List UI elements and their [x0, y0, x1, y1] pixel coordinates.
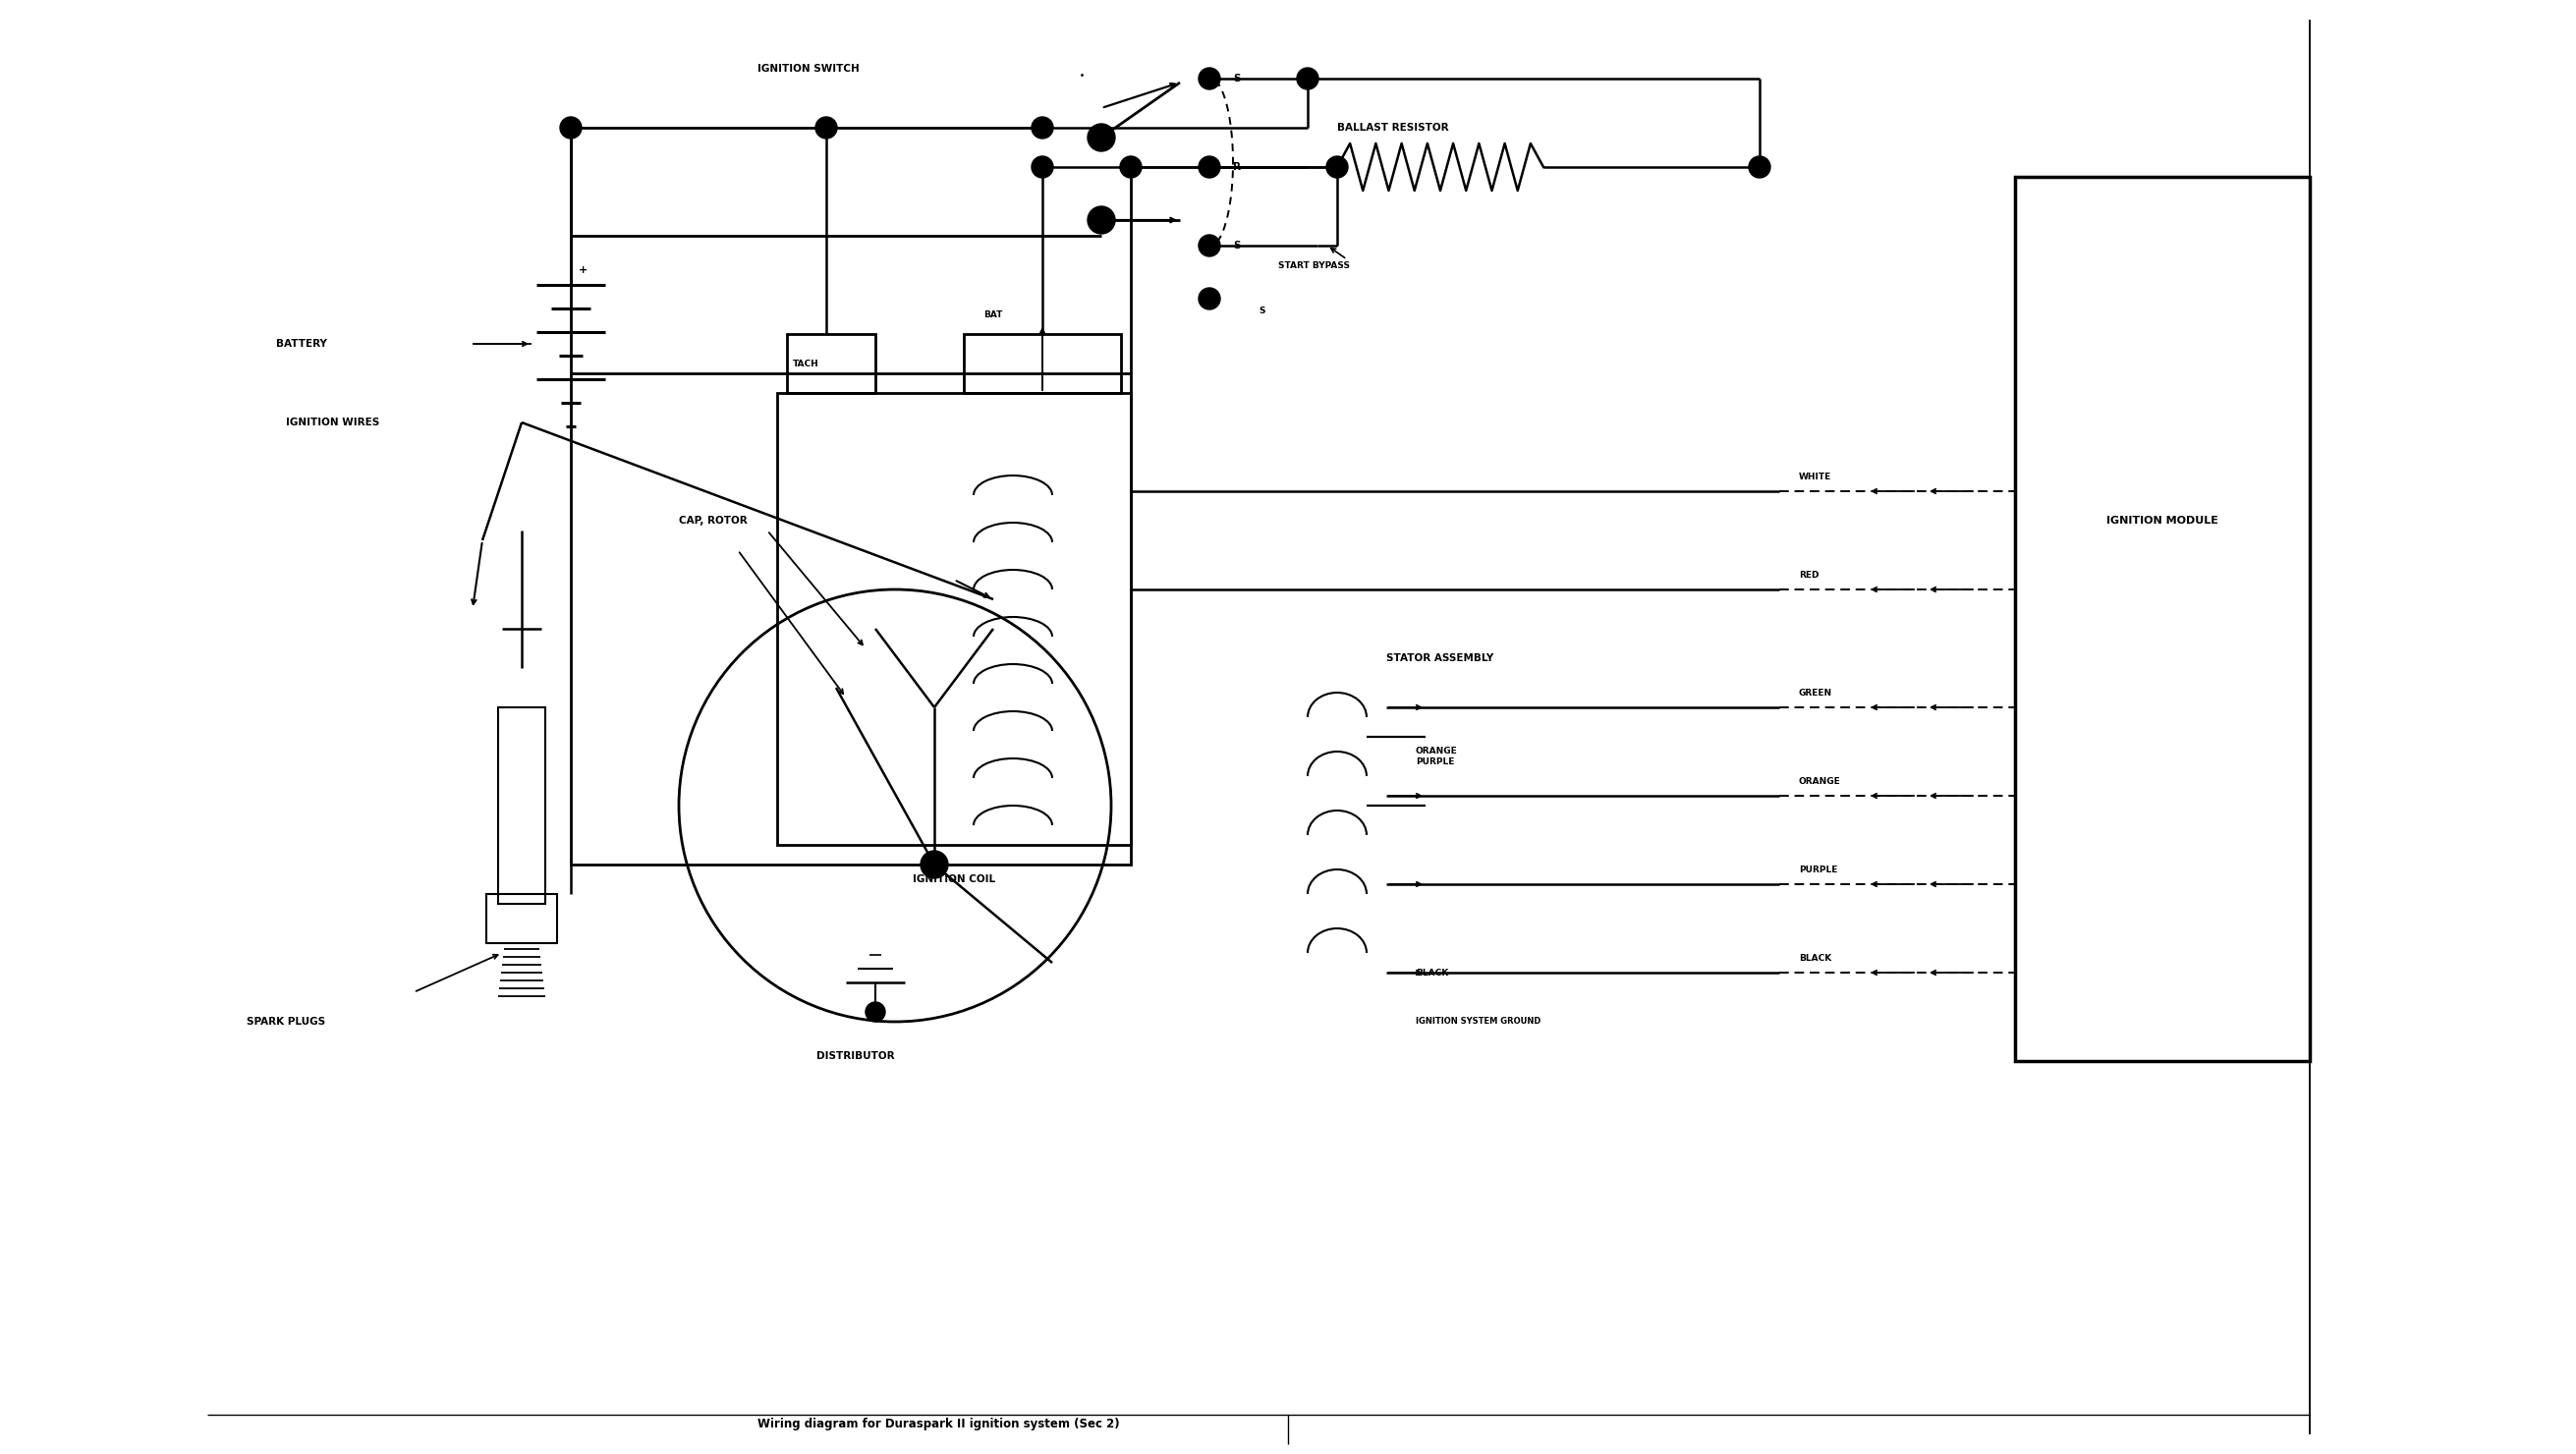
- Text: S: S: [1234, 241, 1242, 250]
- Text: SPARK PLUGS: SPARK PLUGS: [247, 1016, 325, 1027]
- Text: CAP, ROTOR: CAP, ROTOR: [680, 516, 747, 525]
- Circle shape: [1198, 234, 1221, 256]
- Text: BATTERY: BATTERY: [276, 339, 327, 349]
- Circle shape: [1198, 288, 1221, 310]
- Circle shape: [1327, 156, 1347, 177]
- Circle shape: [1087, 206, 1115, 234]
- Circle shape: [1030, 156, 1054, 177]
- Text: R: R: [1234, 161, 1242, 172]
- Text: ORANGE: ORANGE: [1798, 776, 1842, 787]
- Text: BLACK: BLACK: [1417, 968, 1448, 977]
- Circle shape: [559, 116, 582, 138]
- Circle shape: [1087, 124, 1115, 151]
- Bar: [497, 707, 546, 904]
- Circle shape: [920, 851, 948, 878]
- Bar: [786, 334, 876, 393]
- Text: BAT: BAT: [984, 310, 1002, 318]
- Text: TACH: TACH: [793, 359, 819, 368]
- Circle shape: [1749, 156, 1770, 177]
- Text: STATOR ASSEMBLY: STATOR ASSEMBLY: [1386, 653, 1494, 663]
- Circle shape: [1198, 68, 1221, 89]
- Circle shape: [1198, 156, 1221, 177]
- Circle shape: [1121, 156, 1141, 177]
- Circle shape: [817, 116, 837, 138]
- Circle shape: [866, 1002, 886, 1022]
- Text: +: +: [580, 265, 587, 275]
- Text: IGNITION SYSTEM GROUND: IGNITION SYSTEM GROUND: [1417, 1018, 1540, 1027]
- Bar: [487, 894, 556, 944]
- Text: IGNITION SWITCH: IGNITION SWITCH: [757, 64, 860, 74]
- Text: START BYPASS: START BYPASS: [1278, 260, 1350, 269]
- Text: BLACK: BLACK: [1798, 954, 1832, 963]
- Text: IGNITION COIL: IGNITION COIL: [912, 874, 994, 884]
- Text: BALLAST RESISTOR: BALLAST RESISTOR: [1337, 122, 1448, 132]
- Text: PURPLE: PURPLE: [1798, 865, 1837, 874]
- Text: IGNITION MODULE: IGNITION MODULE: [2107, 516, 2218, 525]
- Circle shape: [1296, 68, 1319, 89]
- Bar: [963, 334, 1121, 393]
- Text: RED: RED: [1798, 571, 1819, 580]
- Text: S: S: [1260, 305, 1265, 316]
- Circle shape: [1030, 116, 1054, 138]
- Text: Wiring diagram for Duraspark II ignition system (Sec 2): Wiring diagram for Duraspark II ignition…: [757, 1418, 1121, 1431]
- Text: ORANGE
PURPLE: ORANGE PURPLE: [1417, 747, 1458, 766]
- Bar: [2014, 177, 2311, 1061]
- Text: WHITE: WHITE: [1798, 473, 1832, 481]
- Text: S: S: [1234, 74, 1242, 83]
- Text: GREEN: GREEN: [1798, 689, 1832, 698]
- Text: DISTRIBUTOR: DISTRIBUTOR: [817, 1051, 894, 1061]
- Bar: [778, 393, 1131, 845]
- Bar: [572, 374, 1131, 865]
- Text: IGNITION WIRES: IGNITION WIRES: [286, 417, 379, 427]
